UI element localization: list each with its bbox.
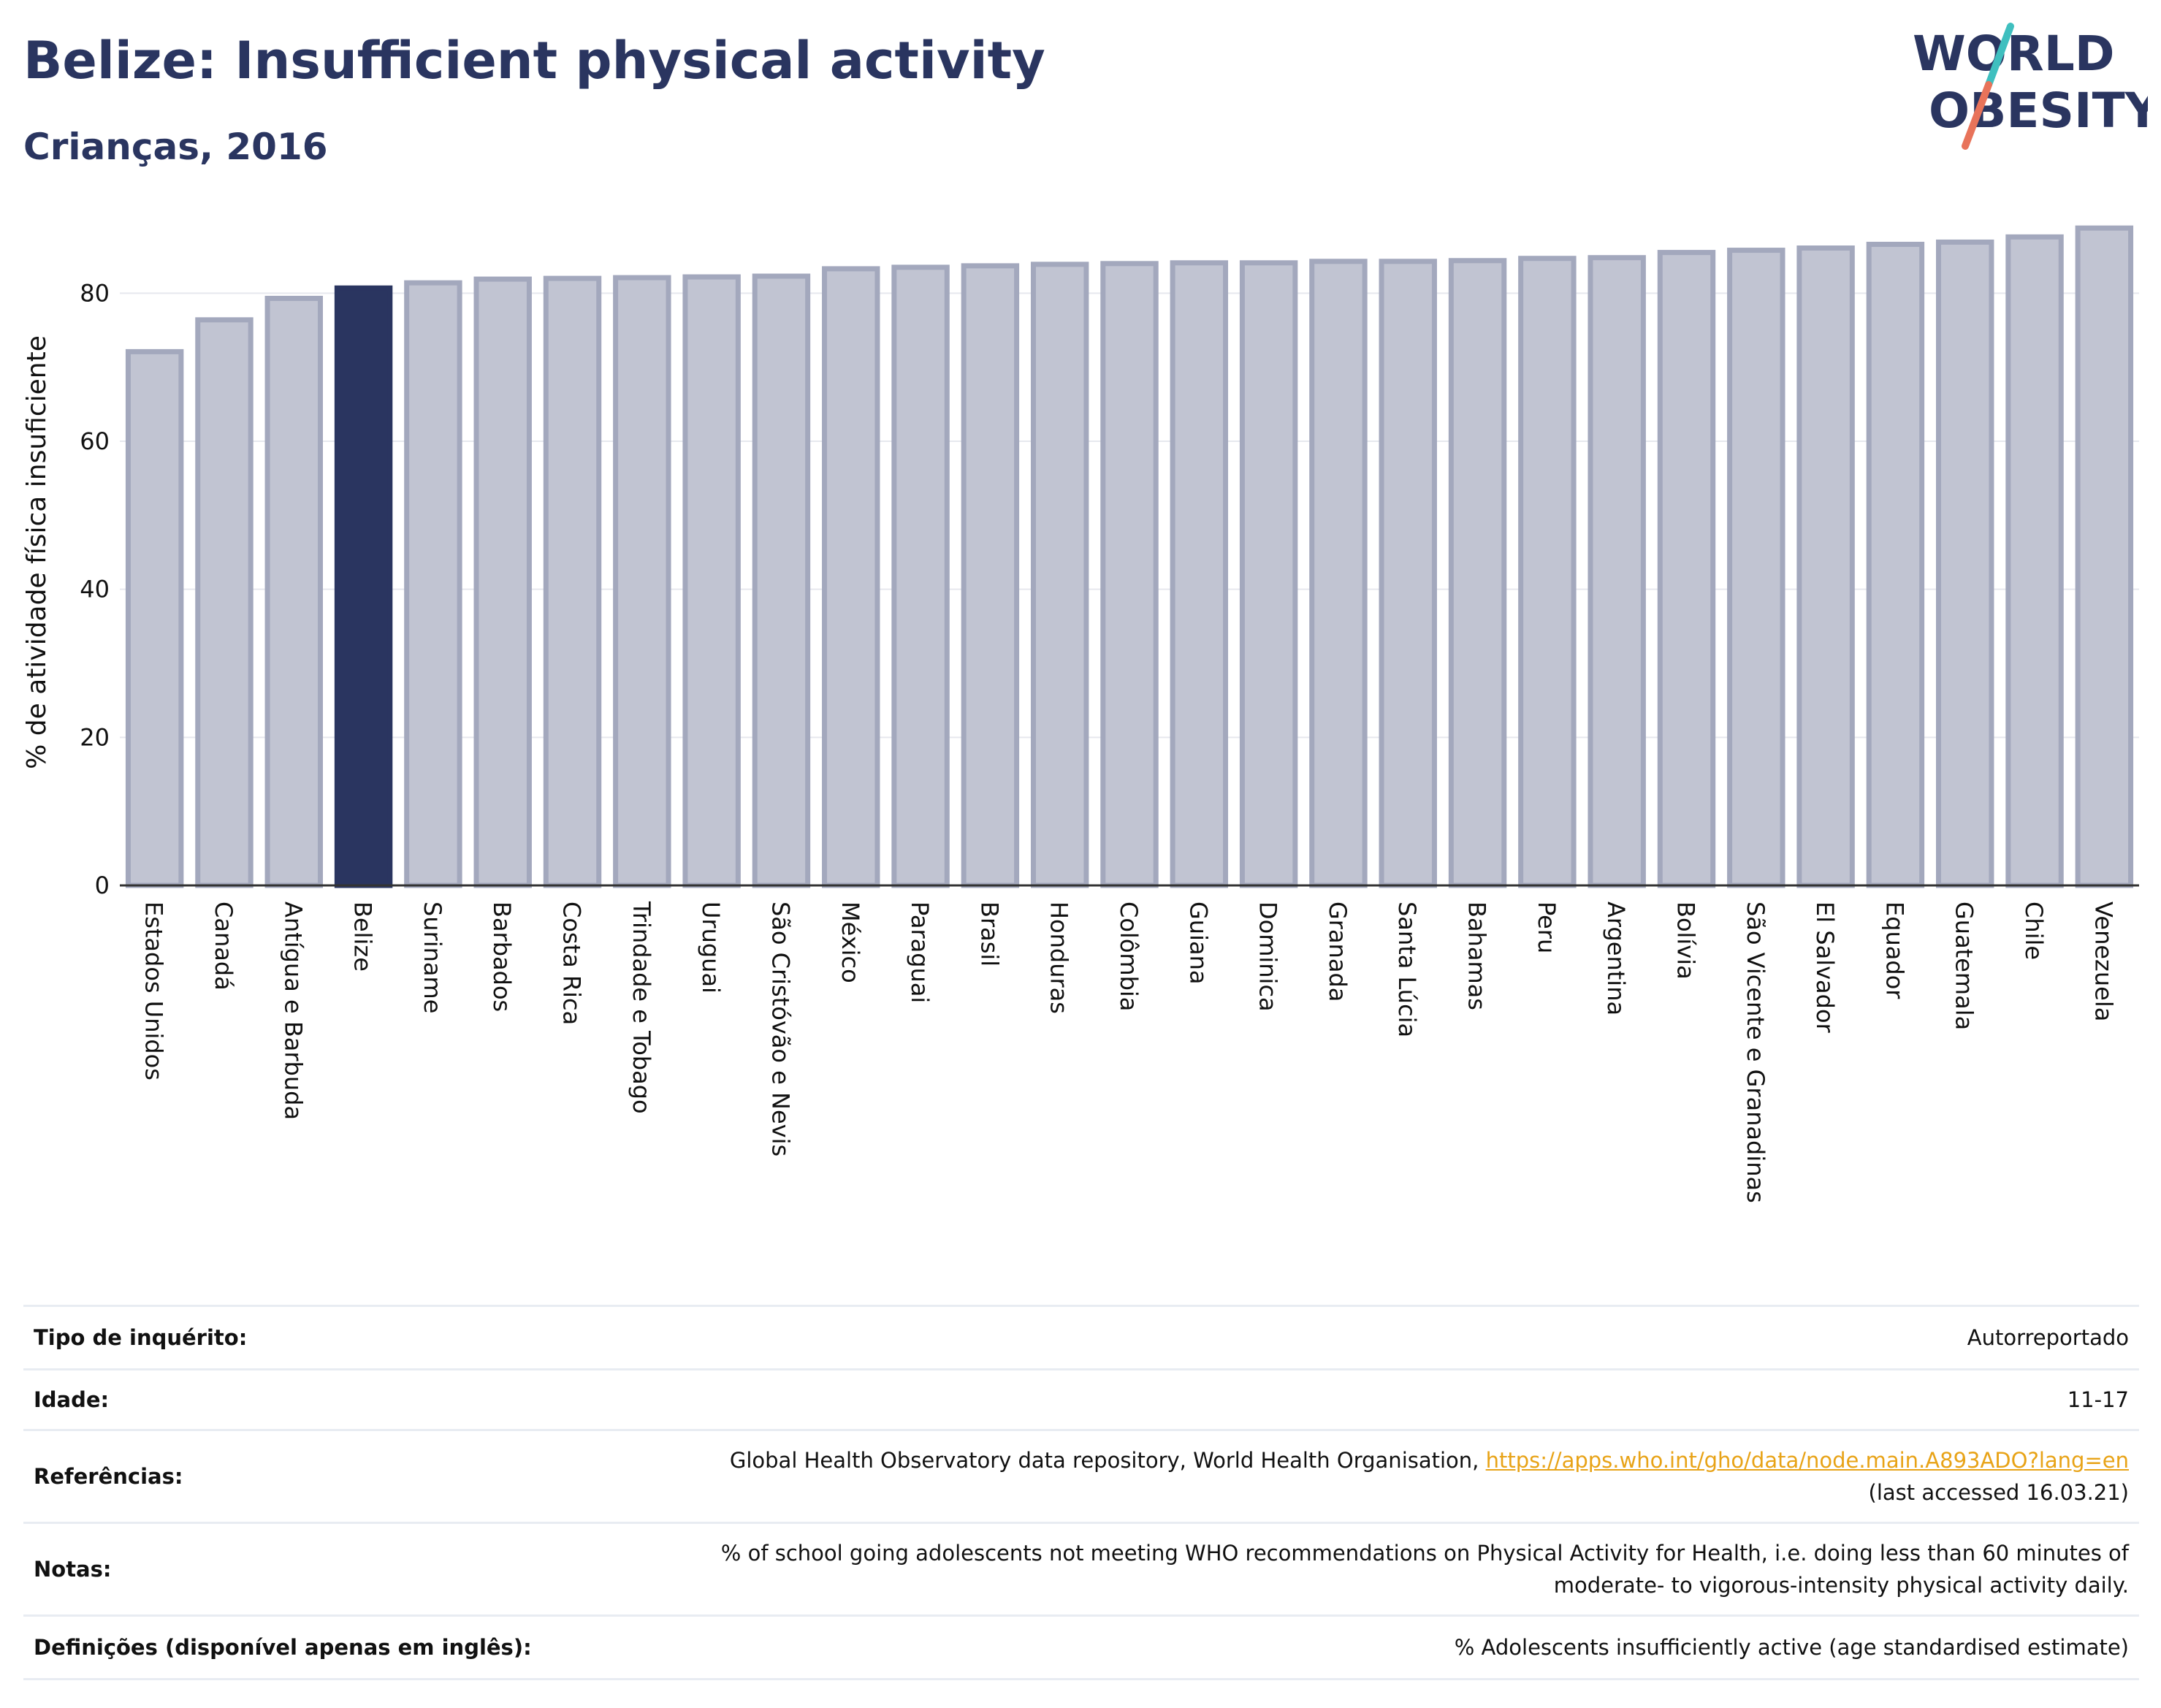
bar-chile	[2005, 234, 2064, 888]
x-tick-label: Dominica	[1254, 901, 1282, 1012]
x-tick-label: Estados Unidos	[140, 901, 168, 1080]
info-label: Tipo de inquérito:	[34, 1325, 248, 1350]
bar-bahamas	[1448, 258, 1507, 888]
bar-equador	[1866, 241, 1925, 888]
x-tick-label: Barbados	[488, 901, 516, 1012]
x-tick-label: Brasil	[975, 901, 1003, 967]
y-axis-ticks: 0 20 40 60 80	[80, 279, 110, 899]
x-tick-label: São Vicente e Granadinas	[1742, 901, 1769, 1203]
info-row: Notas: % of school going adolescents not …	[23, 1522, 2139, 1614]
bar-estados-unidos	[125, 348, 184, 888]
bar-granada	[1309, 259, 1368, 888]
bar-barbados	[473, 276, 532, 888]
bar-trindade-e-tobago	[613, 275, 671, 888]
x-tick-label: México	[836, 901, 864, 983]
x-tick-label: Honduras	[1045, 901, 1073, 1014]
x-tick-label: Trindade e Tobago	[628, 901, 655, 1114]
x-tick-label: Colômbia	[1115, 901, 1143, 1011]
page-title: Belize: Insufficient physical activity	[23, 31, 1045, 91]
bar-brasil	[961, 263, 1020, 888]
info-value: Autorreportado	[1967, 1325, 2129, 1350]
x-tick-label: El Salvador	[1811, 901, 1839, 1034]
bar-argentina	[1588, 255, 1646, 888]
x-tick-label: Suriname	[419, 901, 446, 1013]
bar-dominica	[1239, 260, 1298, 888]
y-tick-label: 80	[80, 279, 110, 307]
x-tick-label: Chile	[2020, 901, 2048, 960]
bars	[125, 225, 2134, 888]
info-label: Notas:	[34, 1557, 112, 1582]
y-tick-label: 60	[80, 427, 110, 455]
x-tick-label: Belize	[349, 901, 377, 972]
bar-chart: 0 20 40 60 80 Estados Unidos Canadá Antígua e …	[22, 225, 2139, 1203]
logo-line1: WORLD	[1913, 26, 2115, 82]
bar-el-salvador	[1796, 245, 1855, 888]
info-value: 11-17	[2067, 1387, 2129, 1412]
bar-são-vicente-e-granadinas	[1727, 248, 1785, 888]
bar-venezuela	[2075, 225, 2134, 888]
info-label: Referências:	[34, 1464, 183, 1489]
info-value: % of school going adolescents not meetin…	[720, 1541, 2129, 1598]
bar-são-cristóvão-e-nevis	[752, 273, 811, 888]
x-tick-label: Guatemala	[1951, 901, 1978, 1030]
x-tick-label: Bolívia	[1672, 901, 1699, 980]
x-tick-label: Granada	[1324, 901, 1352, 1002]
logo-slash-top	[1985, 23, 2014, 88]
x-tick-label: Canadá	[210, 901, 237, 991]
reference-link[interactable]: https://apps.who.int/gho/data/node.main.…	[1485, 1448, 2129, 1473]
x-tick-label: Peru	[1533, 901, 1560, 953]
info-value: % Adolescents insufficiently active (age…	[1454, 1635, 2129, 1660]
x-tick-label: Antígua e Barbuda	[279, 901, 307, 1120]
x-tick-label: Equador	[1880, 901, 1908, 999]
bar-bolívia	[1657, 250, 1716, 888]
x-tick-label: Uruguai	[697, 901, 725, 994]
bar-guatemala	[1936, 239, 1994, 888]
bar-belize	[334, 285, 393, 888]
y-tick-label: 40	[80, 576, 110, 603]
bar-canadá	[195, 317, 254, 888]
x-tick-label: Argentina	[1602, 901, 1630, 1015]
bar-santa-lúcia	[1379, 259, 1437, 888]
bar-guiana	[1170, 260, 1229, 888]
bar-colômbia	[1100, 261, 1159, 888]
bar-suriname	[404, 280, 462, 888]
bar-antígua-e-barbuda	[264, 295, 323, 888]
info-label: Definições (disponível apenas em inglês)…	[34, 1635, 532, 1660]
info-value: Global Health Observatory data repositor…	[729, 1448, 2129, 1505]
info-row: Tipo de inquérito: Autorreportado	[23, 1305, 2139, 1368]
x-tick-label: Guiana	[1184, 901, 1212, 984]
info-row: Idade: 11-17	[23, 1368, 2139, 1429]
x-tick-label: Santa Lúcia	[1393, 901, 1421, 1037]
x-tick-label: Paraguai	[906, 901, 934, 1003]
x-axis-labels: Estados Unidos Canadá Antígua e Barbuda Bel…	[140, 901, 2118, 1203]
y-tick-label: 0	[95, 872, 110, 899]
y-tick-label: 20	[80, 723, 110, 751]
bar-honduras	[1030, 262, 1089, 888]
logo-line2: OBESITY	[1929, 83, 2148, 139]
bar-uruguai	[682, 274, 741, 888]
y-axis-title: % de atividade física insuficiente	[22, 335, 52, 769]
x-tick-label: Venezuela	[2089, 901, 2117, 1021]
bar-peru	[1518, 256, 1577, 888]
logo-slash-bottom	[1962, 81, 1992, 150]
x-tick-label: São Cristóvão e Nevis	[766, 901, 794, 1156]
info-table: Tipo de inquérito: Autorreportado Idade: 11…	[23, 1305, 2139, 1680]
info-row: Referências: Global Health Observatory da…	[23, 1429, 2139, 1522]
bar-costa-rica	[543, 275, 602, 888]
x-tick-label: Costa Rica	[558, 901, 586, 1025]
x-tick-label: Bahamas	[1463, 901, 1491, 1010]
page-subtitle: Crianças, 2016	[23, 126, 328, 168]
bar-paraguai	[891, 264, 950, 888]
world-obesity-logo: WORLD OBESITY	[1913, 23, 2148, 150]
info-label: Idade:	[34, 1387, 110, 1412]
info-row: Definições (disponível apenas em inglês)…	[23, 1614, 2139, 1680]
bar-méxico	[822, 266, 880, 888]
